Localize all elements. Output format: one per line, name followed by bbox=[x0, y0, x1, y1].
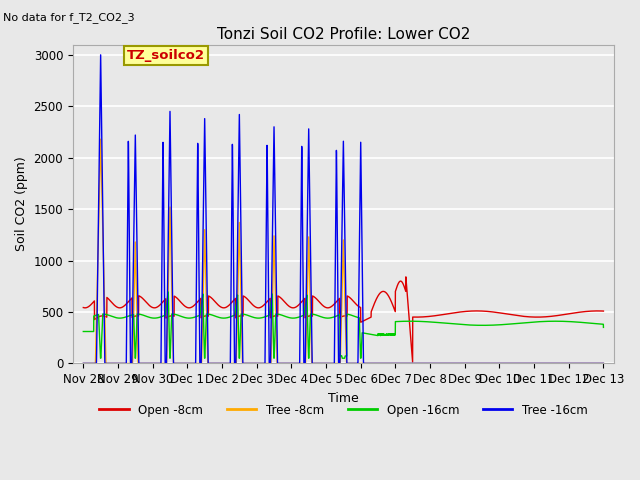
Text: TZ_soilco2: TZ_soilco2 bbox=[127, 49, 205, 62]
Y-axis label: Soil CO2 (ppm): Soil CO2 (ppm) bbox=[15, 156, 28, 252]
X-axis label: Time: Time bbox=[328, 392, 359, 405]
Legend: Open -8cm, Tree -8cm, Open -16cm, Tree -16cm: Open -8cm, Tree -8cm, Open -16cm, Tree -… bbox=[95, 399, 592, 421]
Text: No data for f_T2_CO2_3: No data for f_T2_CO2_3 bbox=[3, 12, 135, 23]
Title: Tonzi Soil CO2 Profile: Lower CO2: Tonzi Soil CO2 Profile: Lower CO2 bbox=[217, 27, 470, 42]
